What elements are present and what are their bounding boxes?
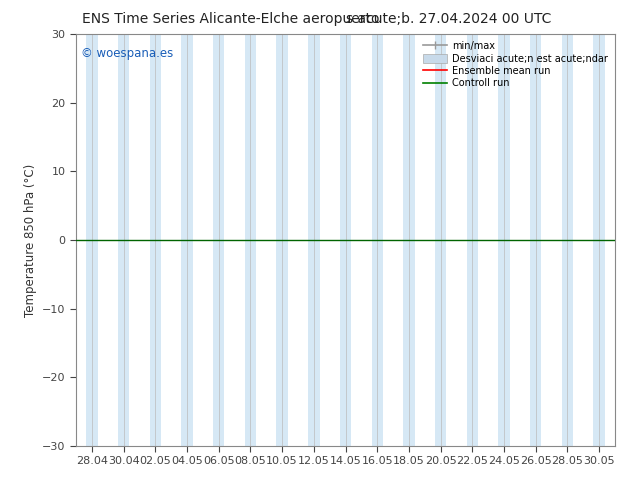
- Y-axis label: Temperature 850 hPa (°C): Temperature 850 hPa (°C): [23, 164, 37, 317]
- Text: © woespana.es: © woespana.es: [81, 47, 174, 60]
- Bar: [498, 34, 510, 446]
- Bar: [150, 34, 161, 446]
- Text: ENS Time Series Alicante-Elche aeropuerto: ENS Time Series Alicante-Elche aeropuert…: [82, 12, 380, 26]
- Bar: [181, 34, 193, 446]
- Bar: [213, 34, 224, 446]
- Bar: [276, 34, 288, 446]
- Text: s acute;b. 27.04.2024 00 UTC: s acute;b. 27.04.2024 00 UTC: [346, 12, 552, 26]
- Bar: [562, 34, 573, 446]
- Bar: [118, 34, 129, 446]
- Bar: [593, 34, 605, 446]
- Legend: min/max, Desviaci acute;n est acute;ndar, Ensemble mean run, Controll run: min/max, Desviaci acute;n est acute;ndar…: [421, 39, 610, 90]
- Bar: [245, 34, 256, 446]
- Bar: [403, 34, 415, 446]
- Bar: [530, 34, 541, 446]
- Bar: [435, 34, 446, 446]
- Bar: [467, 34, 478, 446]
- Bar: [86, 34, 98, 446]
- Bar: [308, 34, 320, 446]
- Bar: [372, 34, 383, 446]
- Bar: [340, 34, 351, 446]
